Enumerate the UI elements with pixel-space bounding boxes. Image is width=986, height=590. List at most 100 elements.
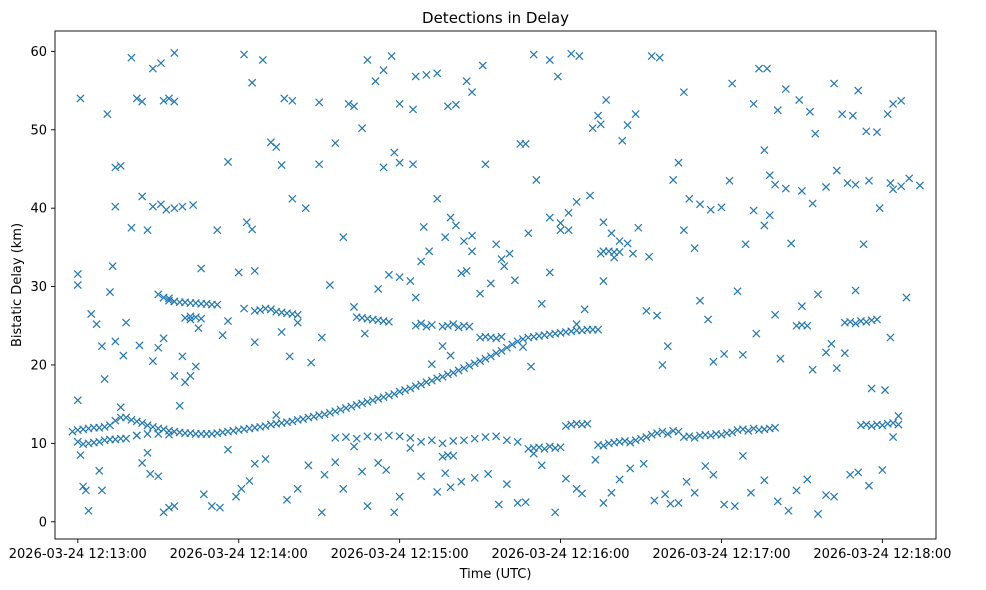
clutter-point	[234, 268, 243, 277]
clutter-point	[350, 102, 359, 111]
clutter-point	[111, 337, 120, 346]
clutter-point	[846, 470, 855, 479]
clutter-point	[433, 69, 442, 78]
clutter-point	[350, 302, 359, 311]
secondary_tracks-point	[513, 437, 522, 446]
secondary_tracks-point	[867, 422, 876, 431]
secondary_tracks-point	[352, 434, 361, 443]
clutter-point	[170, 502, 179, 511]
clutter-point	[143, 226, 152, 235]
clutter-point	[387, 52, 396, 61]
secondary_tracks-point	[465, 322, 474, 331]
clutter-point	[81, 486, 90, 495]
secondary_tracks-point	[663, 429, 672, 438]
clutter-point	[626, 464, 635, 473]
secondary_tracks-point	[122, 434, 131, 443]
main_track-point	[492, 349, 501, 358]
clutter-point	[749, 99, 758, 108]
main_track-point	[518, 335, 528, 344]
secondary_tracks-point	[492, 432, 501, 441]
clutter-point	[832, 166, 841, 175]
clutter-point	[494, 500, 503, 509]
clutter-point	[682, 477, 691, 486]
secondary_tracks-point	[181, 313, 190, 322]
clutter-point	[237, 484, 246, 493]
clutter-point	[749, 206, 758, 215]
clutter-point	[207, 502, 216, 511]
clutter-point	[248, 225, 257, 234]
clutter-point	[752, 329, 761, 338]
main_track-point	[454, 366, 463, 375]
x-tick-label: 2026-03-24 12:13:00	[9, 547, 147, 562]
clutter-point	[411, 293, 420, 302]
clutter-point	[170, 97, 179, 106]
clutter-point	[162, 205, 171, 214]
clutter-point	[897, 96, 906, 105]
y-tick-label: 20	[30, 358, 47, 373]
clutter-point	[902, 293, 911, 302]
clutter-point	[754, 64, 764, 73]
clutter-point	[84, 506, 93, 515]
clutter-point	[127, 53, 136, 62]
secondary_tracks-point	[470, 434, 479, 443]
clutter-point	[317, 333, 326, 342]
clutter-point	[288, 194, 297, 203]
clutter-point	[872, 128, 882, 137]
secondary_tracks-point	[685, 432, 694, 441]
clutter-point	[446, 351, 455, 360]
clutter-point	[797, 302, 806, 311]
secondary_tracks-point	[535, 443, 544, 452]
clutter-point	[838, 110, 847, 119]
clutter-point	[446, 483, 455, 492]
x-tick-label: 2026-03-24 12:14:00	[170, 547, 308, 562]
clutter-point	[159, 334, 168, 343]
secondary_tracks-point	[502, 436, 511, 445]
clutter-point	[138, 97, 147, 106]
main_track-point	[465, 361, 474, 370]
clutter-point	[862, 127, 871, 136]
secondary_tracks-point	[213, 300, 222, 309]
clutter-point	[457, 269, 466, 278]
y-tick-label: 50	[30, 123, 47, 138]
main_track-point	[379, 393, 388, 402]
clutter-point	[170, 204, 179, 213]
main_track-point	[390, 389, 399, 398]
main_track-point	[358, 399, 367, 408]
clutter-point	[599, 277, 608, 286]
clutter-point	[100, 375, 109, 384]
secondary_tracks-point	[771, 423, 780, 432]
clutter-point	[661, 490, 670, 499]
clutter-point	[760, 146, 769, 155]
clutter-point	[189, 201, 198, 210]
x-tick-label: 2026-03-24 12:15:00	[331, 547, 469, 562]
main_track-point	[411, 382, 420, 391]
clutter-point	[577, 489, 587, 498]
clutter-point	[586, 191, 595, 200]
clutter-point	[135, 341, 144, 350]
clutter-point	[282, 495, 292, 504]
clutter-point	[915, 181, 924, 190]
clutter-point	[280, 94, 289, 103]
main_track-point	[111, 416, 120, 425]
clutter-point	[822, 348, 831, 357]
clutter-point	[830, 79, 839, 88]
main_track-point	[325, 408, 334, 417]
clutter-point	[462, 77, 471, 86]
clutter-point	[382, 465, 391, 475]
clutter-point	[191, 362, 200, 371]
secondary_tracks-point	[395, 432, 404, 441]
clutter-point	[215, 503, 224, 512]
secondary_tracks-point	[164, 430, 174, 439]
clutter-point	[223, 157, 233, 166]
secondary_tracks-point	[492, 334, 501, 343]
clutter-point	[827, 339, 836, 348]
clutter-point	[363, 502, 372, 511]
clutter-point	[79, 482, 88, 491]
clutter-point	[840, 349, 849, 358]
clutter-point	[250, 266, 259, 275]
secondary_tracks-point	[95, 437, 104, 446]
clutter-point	[500, 262, 509, 271]
y-axis-label: Bistatic Delay (km)	[10, 223, 25, 347]
clutter-point	[441, 233, 450, 242]
clutter-point	[561, 474, 570, 483]
